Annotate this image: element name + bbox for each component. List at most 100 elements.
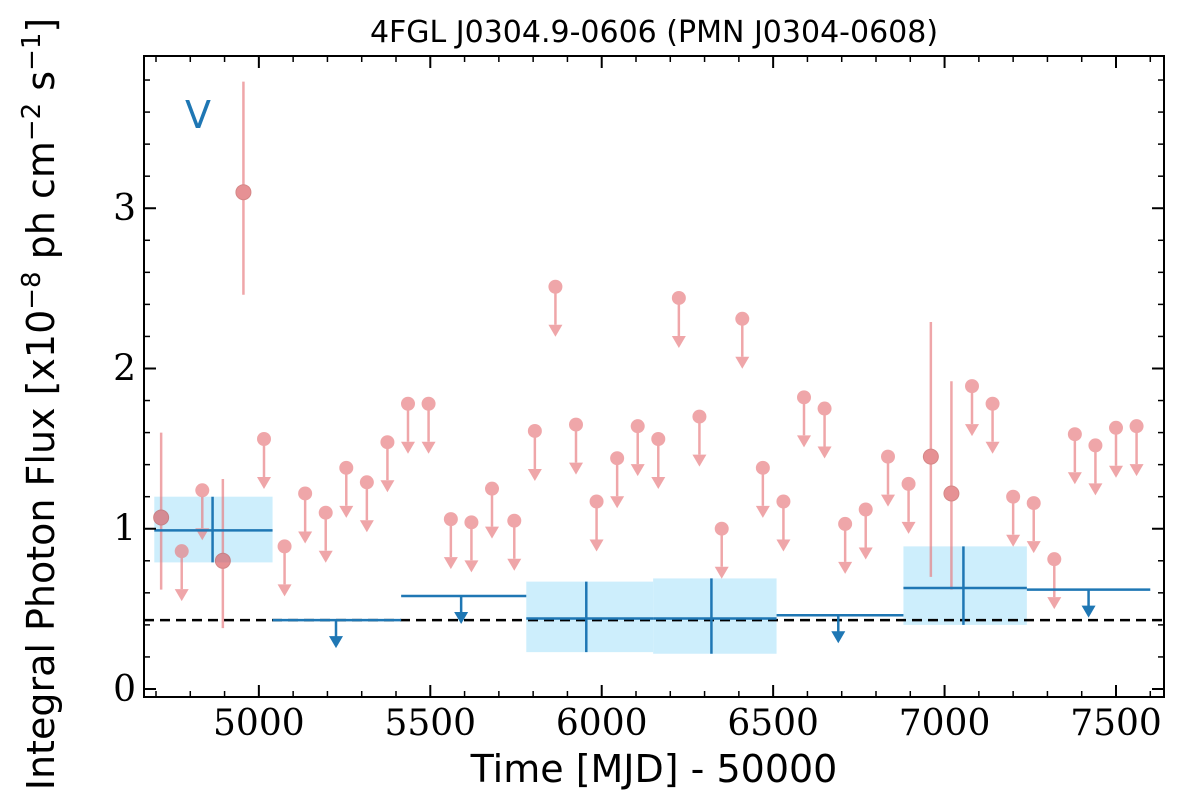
upper-limit-marker (359, 475, 374, 490)
x-tick-label: 7500 (1070, 703, 1162, 744)
upper-limit-marker (380, 435, 395, 450)
upper-limit-marker (443, 512, 458, 527)
upper-limit-marker (692, 409, 707, 424)
upper-limit-arrowhead (1047, 597, 1062, 610)
upper-limit-arrowhead (776, 539, 791, 552)
fine-bin-upper-limit (277, 539, 292, 597)
y-axis-label-unit-1: ph cm (19, 141, 63, 271)
upper-limit-marker (1088, 438, 1103, 453)
fine-bin-upper-limit (714, 521, 729, 579)
fine-bin-upper-limit (838, 516, 853, 574)
fine-bin-upper-limit (527, 423, 542, 481)
fine-bin-upper-limit (1088, 438, 1103, 496)
chart-marks (144, 81, 1164, 654)
upper-limit-arrowhead (359, 520, 374, 533)
coarse-bin-upper-limit (1026, 588, 1151, 618)
upper-limit-arrowhead (1088, 483, 1103, 496)
fine-bin-detection (153, 432, 170, 590)
detection-marker (153, 509, 170, 526)
detection-marker (214, 552, 231, 569)
upper-limit-marker (1047, 552, 1062, 567)
fine-bin-upper-limit (817, 401, 832, 459)
coarse-bin-detection (653, 578, 777, 654)
fine-bin-upper-limit (359, 475, 374, 533)
fine-bin-upper-limit (257, 431, 271, 489)
upper-limit-arrowhead (651, 476, 666, 489)
upper-limit-marker (318, 505, 333, 520)
band-label: V (185, 93, 211, 137)
fine-bin-detection (214, 479, 231, 629)
x-tick-label: 6500 (727, 703, 819, 744)
upper-limit-arrowhead (569, 462, 583, 475)
fine-bin-upper-limit (1067, 427, 1082, 485)
fine-bin-upper-limit (421, 396, 436, 454)
upper-limit-marker (589, 494, 604, 509)
upper-limit-marker (421, 396, 436, 411)
coarse-bin-detection (526, 581, 654, 653)
fine-bin-upper-limit (174, 544, 189, 602)
upper-limit-arrowhead (401, 441, 415, 454)
upper-limit-arrowhead (277, 584, 292, 597)
fine-bin-upper-limit (1129, 419, 1144, 477)
upper-limit-marker (195, 483, 210, 498)
upper-limit-arrowhead (257, 476, 271, 489)
coarse-limit-arrowhead (454, 612, 469, 625)
fine-bin-upper-limit (630, 419, 645, 477)
upper-limit-arrowhead (298, 531, 313, 544)
upper-limit-marker (838, 516, 853, 531)
upper-limit-marker (610, 451, 625, 466)
upper-limit-arrowhead (318, 550, 333, 563)
fine-bin-upper-limit (569, 417, 583, 475)
fine-bin-upper-limit (881, 449, 895, 507)
fine-bin-upper-limit (589, 494, 604, 552)
fine-bin-upper-limit (318, 505, 333, 563)
upper-limit-marker (1129, 419, 1144, 434)
coarse-bin-detection (903, 546, 1027, 625)
upper-limit-marker (881, 449, 895, 464)
coarse-bin-upper-limit (401, 594, 527, 625)
fine-bin-upper-limit (1109, 420, 1123, 478)
upper-limit-marker (548, 279, 563, 294)
upper-limit-arrowhead (630, 464, 645, 477)
upper-limit-marker (755, 460, 770, 475)
upper-limit-arrowhead (464, 560, 479, 573)
detection-marker (235, 184, 252, 201)
upper-limit-arrowhead (610, 496, 625, 509)
upper-limit-arrowhead (965, 424, 979, 437)
upper-limit-marker (1026, 496, 1041, 511)
upper-limit-arrowhead (1006, 534, 1021, 547)
fine-bin-upper-limit (797, 390, 811, 448)
upper-limit-arrowhead (527, 468, 542, 481)
y-axis-label-exponent-1: −8 (17, 271, 47, 309)
fine-bin-upper-limit (401, 396, 415, 454)
fine-bin-upper-limit (671, 290, 686, 348)
upper-limit-arrowhead (1067, 472, 1082, 485)
coarse-bin-detection (154, 496, 273, 563)
upper-limit-marker (527, 423, 542, 438)
upper-limit-marker (714, 521, 729, 536)
upper-limit-marker (630, 419, 645, 434)
upper-limit-marker (1006, 489, 1021, 504)
upper-limit-marker (485, 481, 499, 496)
fine-bin-upper-limit (755, 460, 770, 518)
upper-limit-arrowhead (507, 558, 522, 571)
upper-limit-arrowhead (985, 441, 1000, 454)
y-tick-label: 1 (113, 509, 136, 550)
y-axis-label-main: Integral Photon Flux [x10 (19, 310, 63, 791)
fine-bin-upper-limit (1026, 496, 1041, 554)
coarse-limit-arrowhead (329, 636, 343, 649)
upper-limit-marker (776, 494, 791, 509)
fine-bin-upper-limit (548, 279, 563, 337)
fine-bin-upper-limit (507, 513, 522, 571)
chart-title: 4FGL J0304.9-0606 (PMN J0304-0608) (370, 15, 938, 50)
upper-limit-marker (464, 515, 479, 530)
upper-limit-arrowhead (901, 521, 916, 534)
upper-limit-arrowhead (421, 441, 436, 454)
upper-limit-arrowhead (755, 505, 770, 518)
upper-limit-marker (858, 502, 873, 517)
detection-marker (922, 448, 939, 465)
fine-bin-detection (922, 322, 939, 577)
fine-bin-upper-limit (651, 431, 666, 489)
upper-limit-arrowhead (858, 547, 873, 560)
